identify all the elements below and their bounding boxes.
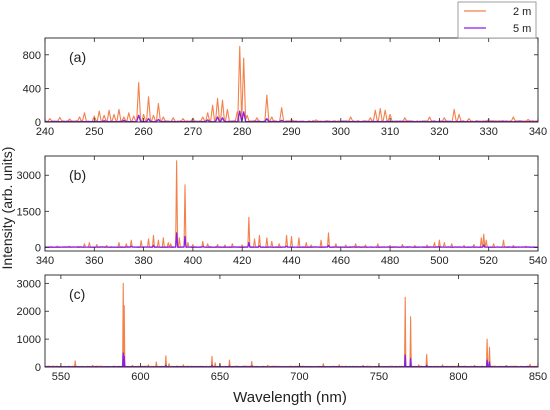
plot-area <box>45 156 538 251</box>
x-tick-label: 340 <box>36 255 54 267</box>
legend-label-5m: 5 m <box>513 23 531 35</box>
x-tick-label: 700 <box>290 371 308 383</box>
panel-1: 240 250 260 270 280 290 300 310 320 330 340 0 400 800… <box>23 37 547 138</box>
x-tick-label: 460 <box>332 255 350 267</box>
x-tick-label: 340 <box>529 126 547 138</box>
x-tick-label: 550 <box>52 371 70 383</box>
x-tick-label: 310 <box>381 126 399 138</box>
x-tick-label: 420 <box>233 255 251 267</box>
x-tick-label: 240 <box>36 126 54 138</box>
x-tick-label: 250 <box>85 126 103 138</box>
x-tick-label: 650 <box>211 371 229 383</box>
y-tick-label: 1500 <box>17 206 41 218</box>
x-tick-label: 330 <box>480 126 498 138</box>
x-tick-label: 800 <box>449 371 467 383</box>
legend-box <box>457 1 537 39</box>
x-tick-label: 520 <box>480 255 498 267</box>
x-tick-label: 440 <box>282 255 300 267</box>
plot-frame <box>44 274 539 368</box>
x-tick-label: 500 <box>430 255 448 267</box>
panel-label: (c) <box>69 286 85 302</box>
y-tick-label: 400 <box>23 83 41 95</box>
y-tick-label: 0 <box>35 362 41 374</box>
panel-3: 550 600 650 700 750 800 850 0 1000 2000 3000 (c) <box>17 274 547 383</box>
x-tick-label: 320 <box>430 126 448 138</box>
series-line-5m <box>44 232 538 248</box>
legend: 2 m 5 m <box>457 1 537 39</box>
panel-label: (b) <box>69 167 86 183</box>
y-axis-label: Intensity (arb. units) <box>0 147 15 270</box>
x-tick-label: 850 <box>529 371 547 383</box>
x-tick-label: 600 <box>131 371 149 383</box>
y-tick-label: 3000 <box>17 170 41 182</box>
y-tick-label: 1000 <box>17 334 41 346</box>
panels: 240 250 260 270 280 290 300 310 320 330 3400400800… <box>17 37 547 383</box>
x-tick-label: 380 <box>134 255 152 267</box>
x-tick-label: 270 <box>184 126 202 138</box>
legend-label-2m: 2 m <box>513 6 531 18</box>
panel-label: (a) <box>69 49 86 65</box>
x-tick-label: 260 <box>134 126 152 138</box>
y-tick-label: 3000 <box>17 278 41 290</box>
x-tick-label: 290 <box>282 126 300 138</box>
x-tick-label: 750 <box>370 371 388 383</box>
x-tick-label: 480 <box>381 255 399 267</box>
plot-area <box>45 275 538 367</box>
y-tick-label: 0 <box>35 242 41 254</box>
x-axis-label: Wavelength (nm) <box>233 389 347 406</box>
y-tick-label: 800 <box>23 50 41 62</box>
x-tick-label: 540 <box>529 255 547 267</box>
x-tick-label: 300 <box>332 126 350 138</box>
x-tick-label: 400 <box>184 255 202 267</box>
x-tick-label: 280 <box>233 126 251 138</box>
plot-area <box>45 38 538 122</box>
y-tick-label: 0 <box>35 117 41 129</box>
y-tick-label: 2000 <box>17 306 41 318</box>
x-tick-label: 360 <box>85 255 103 267</box>
panel-2: 340 360 380 400 420 440 460 480 500 520 540 0 1500 30… <box>17 155 547 267</box>
